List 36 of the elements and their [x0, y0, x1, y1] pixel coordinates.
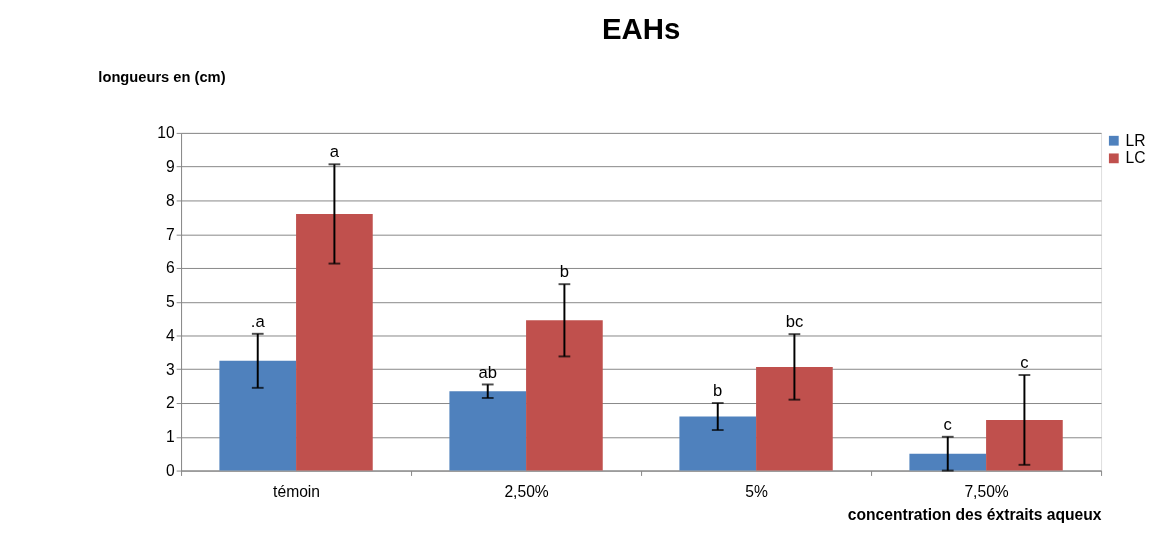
x-tick-label: 7,50% [964, 482, 1009, 500]
y-tick-label: 3 [166, 360, 175, 378]
data-label: c [1020, 353, 1029, 373]
x-tick-label: 5% [745, 482, 768, 500]
bar [296, 213, 373, 471]
bar [909, 453, 987, 471]
data-label: b [559, 262, 570, 282]
y-tick-label: 7 [166, 225, 175, 243]
data-label: ab [478, 362, 497, 382]
y-tick-label: 4 [166, 326, 175, 344]
x-tick-label: 2,50% [504, 482, 549, 500]
data-label: bc [785, 312, 804, 332]
y-tick-label: 6 [166, 259, 175, 277]
x-tick-label: témoin [273, 482, 321, 500]
y-tick-label: 9 [166, 158, 175, 176]
bar [526, 320, 603, 471]
data-label: .a [250, 311, 266, 331]
y-tick-label: 2 [166, 394, 175, 412]
legend-label: LC [1125, 149, 1146, 167]
y-tick-label: 5 [166, 293, 175, 311]
x-axis-title: concentration des éxtraits aqueux [847, 505, 1102, 523]
legend-label: LR [1125, 131, 1146, 149]
bar [679, 416, 757, 471]
y-tick-label: 1 [166, 428, 175, 446]
y-tick-label: 8 [166, 191, 175, 209]
bar [986, 419, 1063, 471]
data-label: b [713, 381, 723, 401]
y-tick-label: 10 [157, 124, 175, 142]
chart-title: EAHs [601, 11, 681, 45]
bar [449, 391, 527, 471]
bar [756, 366, 833, 471]
data-label: a [329, 142, 340, 162]
data-label: c [943, 414, 952, 434]
y-axis-title: longueurs en (cm) [98, 68, 226, 85]
y-tick-label: 0 [166, 461, 175, 479]
bar [219, 360, 297, 471]
